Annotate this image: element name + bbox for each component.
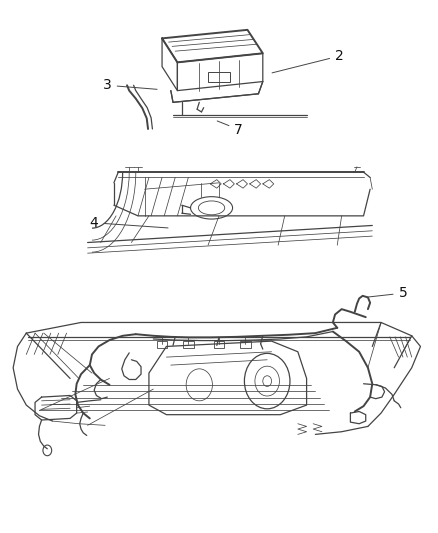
Text: 3: 3 bbox=[103, 78, 157, 92]
Text: 4: 4 bbox=[90, 216, 168, 230]
Text: 2: 2 bbox=[272, 49, 344, 73]
Text: 7: 7 bbox=[217, 121, 243, 136]
Text: 5: 5 bbox=[367, 286, 407, 300]
